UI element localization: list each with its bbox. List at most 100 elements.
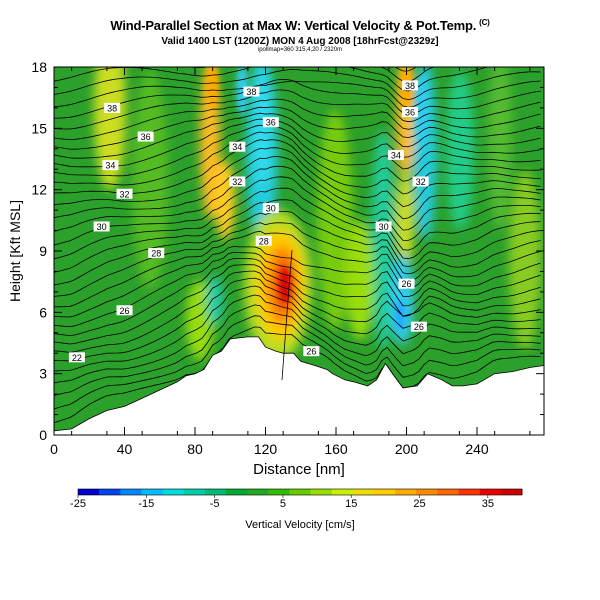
downdraft-blue-core bbox=[395, 300, 405, 330]
theta-contour-line bbox=[54, 315, 541, 410]
theta-contour-line bbox=[54, 187, 541, 260]
colorbar-swatch bbox=[204, 489, 227, 495]
plume-boundary-contour bbox=[281, 249, 293, 381]
theta-contour-line bbox=[54, 294, 541, 384]
colorbar-tick-label: 35 bbox=[482, 498, 494, 510]
colorbar-swatch bbox=[458, 489, 481, 495]
theta-contour-line bbox=[54, 246, 541, 318]
contour-label-bg bbox=[387, 149, 404, 160]
contour-label-text: 36 bbox=[141, 132, 151, 142]
theta-contour-line bbox=[54, 222, 541, 297]
downdraft-band-1-core bbox=[254, 70, 270, 190]
upper-left-yellow bbox=[206, 67, 218, 110]
contour-label-bg bbox=[116, 188, 133, 199]
copyright-mark: (C) bbox=[479, 18, 490, 27]
y-tick-label: 3 bbox=[39, 366, 47, 382]
contour-label-bg bbox=[93, 221, 110, 232]
colorbar-swatch bbox=[437, 489, 460, 495]
colorbar-swatch bbox=[374, 489, 396, 495]
light-green-band-5 bbox=[509, 170, 541, 350]
theta-contour-line bbox=[54, 106, 541, 150]
theta-contour-label: 30 bbox=[93, 221, 110, 232]
x-tick-label: 0 bbox=[50, 441, 58, 457]
y-tick-label: 0 bbox=[39, 427, 47, 443]
chart-subtitle: Valid 1400 LST (1200Z) MON 4 Aug 2008 [1… bbox=[161, 36, 439, 47]
theta-contour-label: 30 bbox=[262, 203, 279, 214]
theta-contour-label: 38 bbox=[243, 86, 260, 97]
contour-label-bg bbox=[402, 80, 419, 91]
theta-contour-line bbox=[54, 211, 541, 286]
x-axis-label: Distance [nm] bbox=[253, 461, 345, 478]
x-tick-label: 80 bbox=[187, 441, 203, 457]
x-tick-label: 240 bbox=[465, 441, 489, 457]
colorbar-swatch bbox=[416, 489, 438, 495]
theta-contour-line bbox=[54, 264, 541, 345]
vertical-velocity-field: 22 26 28 30 32 34 36 38 38 36 34 32 30 28 26 38 36 34 32 30… bbox=[54, 67, 544, 435]
contour-label-text: 28 bbox=[259, 236, 269, 246]
contour-label-bg bbox=[68, 352, 85, 363]
contour-label-text: 26 bbox=[119, 306, 129, 316]
contour-label-text: 38 bbox=[246, 87, 256, 97]
potential-temperature-contours bbox=[54, 67, 541, 424]
chart-subtitle-secondary: ipollmap=360 315,4,20 / 2320m bbox=[257, 47, 343, 53]
colorbar-swatch bbox=[268, 489, 290, 495]
theta-contour-label: 32 bbox=[116, 188, 133, 199]
theta-contour-line bbox=[54, 251, 541, 328]
theta-contour-label: 28 bbox=[255, 235, 272, 246]
downdraft-band-right-2 bbox=[446, 70, 474, 230]
theta-contour-label: 26 bbox=[398, 278, 415, 289]
theta-contour-label: 28 bbox=[148, 248, 165, 259]
contour-label-bg bbox=[148, 248, 165, 259]
y-tick-label: 18 bbox=[31, 59, 47, 75]
colorbar-swatch bbox=[395, 489, 417, 495]
light-green-band-3 bbox=[346, 220, 374, 340]
theta-contour-line bbox=[54, 139, 541, 195]
contour-label-text: 38 bbox=[107, 103, 117, 113]
contour-label-text: 30 bbox=[97, 222, 107, 232]
y-tick-label: 15 bbox=[31, 120, 47, 136]
theta-contour-label: 26 bbox=[116, 305, 133, 316]
theta-contour-label: 38 bbox=[104, 102, 121, 113]
contour-label-text: 30 bbox=[266, 204, 276, 214]
colorbar-tick-label: 15 bbox=[345, 498, 357, 510]
theta-contour-line bbox=[54, 199, 541, 273]
theta-contour-line bbox=[54, 156, 541, 220]
contour-label-text: 30 bbox=[379, 222, 389, 232]
contour-label-bg bbox=[243, 86, 260, 97]
theta-contour-line bbox=[54, 304, 541, 396]
x-tick-label: 200 bbox=[395, 441, 419, 457]
theta-contour-line bbox=[54, 285, 541, 372]
theta-contour-line bbox=[54, 118, 541, 168]
y-tick-label: 6 bbox=[39, 304, 47, 320]
updraft-band-left-core2 bbox=[215, 160, 235, 240]
contour-label-bg bbox=[262, 117, 279, 128]
chart-title: Wind-Parallel Section at Max W: Vertical… bbox=[110, 18, 490, 33]
contour-label-text: 28 bbox=[151, 249, 161, 259]
colorbar-tick-label: 25 bbox=[413, 498, 425, 510]
theta-contour-line bbox=[54, 89, 541, 130]
x-tick-label: 160 bbox=[324, 441, 348, 457]
colorbar-tick-label: -15 bbox=[138, 498, 154, 510]
colorbar-swatch bbox=[226, 489, 248, 495]
colorbar-swatch bbox=[331, 489, 354, 495]
contour-label-text: 22 bbox=[72, 353, 82, 363]
terrain bbox=[54, 336, 544, 435]
contour-label-bg bbox=[116, 305, 133, 316]
theta-contour-line bbox=[54, 131, 541, 186]
contour-labels: 22 26 28 30 32 34 36 38 38 36 34 32 30 28 26 38 36 34 32 30… bbox=[68, 80, 429, 363]
theta-contour-line bbox=[54, 230, 541, 308]
y-tick-label: 12 bbox=[31, 182, 47, 198]
y-axis-label: Height [Kft MSL] bbox=[7, 200, 23, 302]
theta-contour-line bbox=[54, 176, 541, 246]
contour-label-text: 36 bbox=[405, 107, 415, 117]
theta-contour-line bbox=[54, 147, 541, 208]
contour-label-text: 26 bbox=[414, 322, 424, 332]
theta-contour-label: 34 bbox=[387, 149, 404, 160]
theta-contour-line bbox=[54, 258, 541, 337]
colorbar-swatch bbox=[183, 489, 206, 495]
contour-label-bg bbox=[104, 102, 121, 113]
contour-label-bg bbox=[412, 176, 429, 187]
colorbar-swatch bbox=[78, 489, 100, 495]
theta-contour-line bbox=[54, 98, 541, 140]
